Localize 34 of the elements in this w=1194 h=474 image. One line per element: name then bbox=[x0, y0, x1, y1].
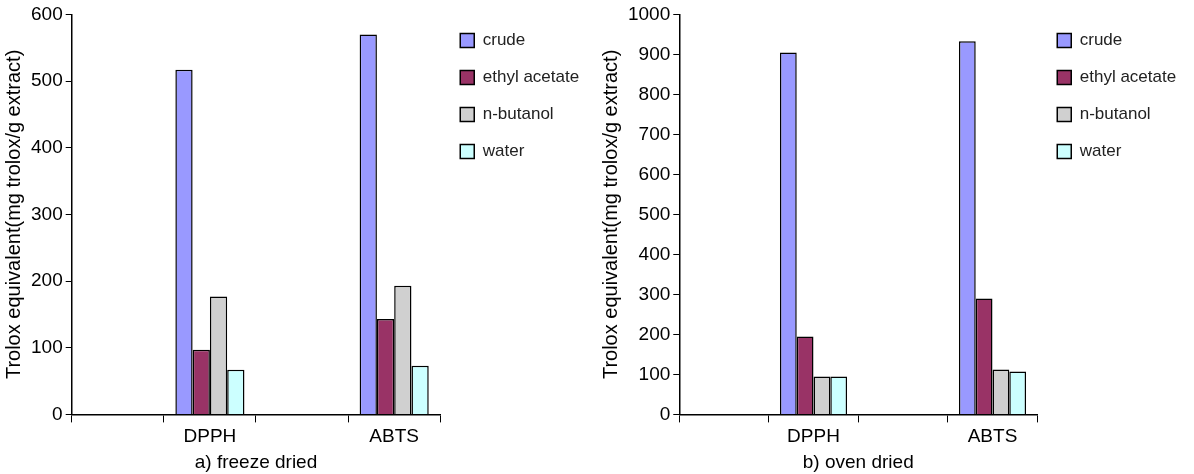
x-tick-label: DPPH bbox=[787, 425, 840, 447]
y-tick-label: 1000 bbox=[627, 2, 671, 24]
legend-label: water bbox=[1078, 141, 1122, 161]
y-tick-label: 500 bbox=[638, 202, 671, 224]
y-tick-label: 0 bbox=[659, 402, 671, 424]
legend-label: crude bbox=[1079, 30, 1123, 50]
y-tick-label: 300 bbox=[638, 282, 671, 304]
y-tick-label: 100 bbox=[638, 362, 671, 384]
y-tick-label: 800 bbox=[638, 82, 671, 104]
x-tick-label: ABTS bbox=[967, 425, 1018, 447]
legend-label: crude bbox=[482, 30, 526, 50]
x-axis-title: a) freeze dried bbox=[194, 450, 318, 472]
x-tick-label: DPPH bbox=[183, 425, 237, 447]
y-axis-title: Trolox equivalent(mg trolox/g extract) bbox=[1, 49, 24, 380]
legend-label: ethyl acetate bbox=[482, 67, 580, 87]
legend-label: water bbox=[481, 141, 525, 161]
legend-label: n-butanol bbox=[482, 104, 554, 124]
y-tick-label: 500 bbox=[31, 69, 63, 91]
y-tick-label: 600 bbox=[638, 162, 671, 184]
y-tick-label: 200 bbox=[31, 269, 63, 291]
y-tick-label: 900 bbox=[638, 42, 671, 64]
y-axis-title: Trolox equivalent(mg trolox/g extract) bbox=[598, 49, 621, 380]
y-tick-label: 100 bbox=[31, 335, 63, 357]
x-tick-label: ABTS bbox=[369, 425, 419, 447]
y-tick-label: 400 bbox=[31, 135, 63, 157]
x-axis-title: b) oven dried bbox=[802, 450, 914, 472]
legend-label: n-butanol bbox=[1079, 104, 1151, 124]
y-tick-label: 700 bbox=[638, 122, 671, 144]
y-tick-label: 600 bbox=[31, 2, 63, 24]
legend-label: ethyl acetate bbox=[1079, 67, 1177, 87]
y-tick-label: 0 bbox=[52, 402, 63, 424]
y-tick-label: 200 bbox=[638, 322, 671, 344]
y-tick-label: 300 bbox=[31, 202, 63, 224]
y-tick-label: 400 bbox=[638, 242, 671, 264]
